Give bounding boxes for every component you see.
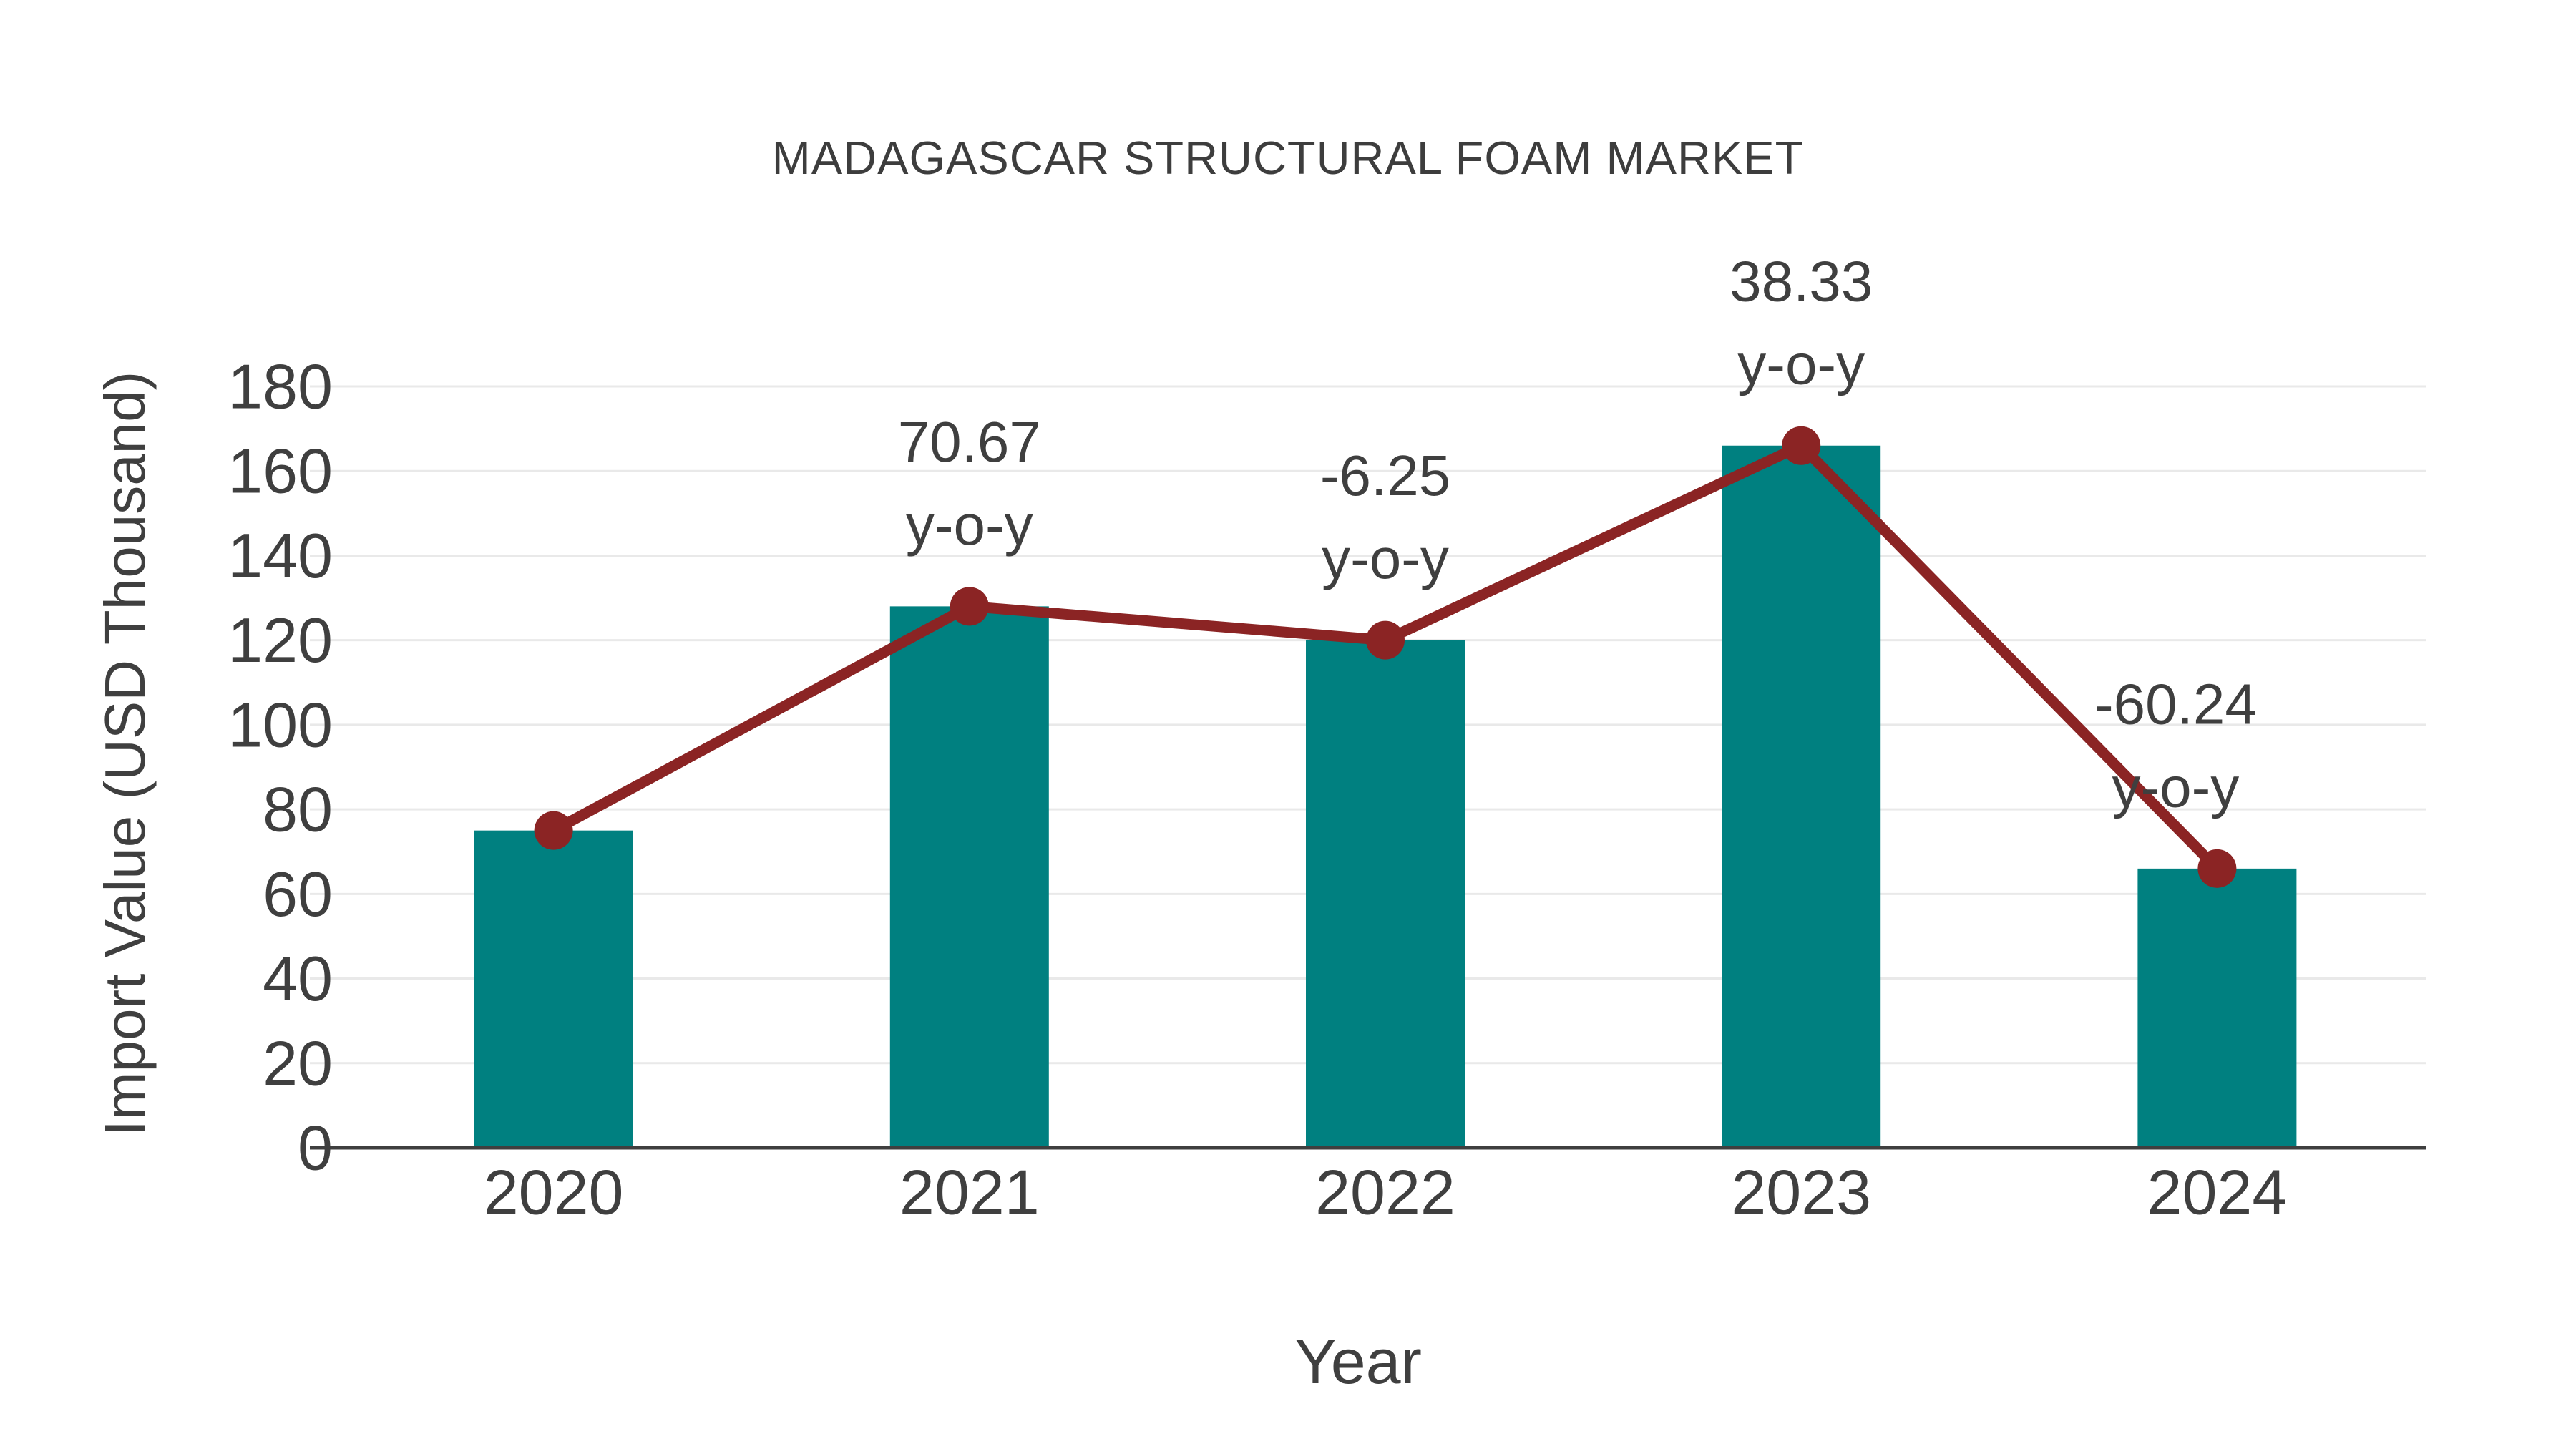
y-tick-label-80: 80: [263, 774, 333, 845]
x-tick-label-2021: 2021: [899, 1157, 1040, 1228]
annotation-label-2022: y-o-y: [1322, 527, 1449, 590]
x-axis-title: Year: [1294, 1326, 1422, 1397]
y-tick-label-180: 180: [228, 351, 333, 422]
annotation-value-2021: 70.67: [898, 410, 1041, 474]
trend-marker-2021: [950, 587, 989, 626]
annotation-value-2024: -60.24: [2094, 672, 2257, 736]
y-tick-label-60: 60: [263, 859, 333, 930]
bar-2024: [2137, 868, 2297, 1148]
y-tick-label-0: 0: [298, 1113, 333, 1184]
bar-2020: [474, 830, 633, 1148]
bar-2022: [1306, 640, 1465, 1148]
x-tick-label-2024: 2024: [2147, 1157, 2288, 1228]
bar-2023: [1722, 445, 1881, 1148]
trend-marker-2024: [2197, 849, 2237, 888]
trend-marker-2023: [1782, 426, 1821, 465]
annotation-label-2021: y-o-y: [906, 493, 1033, 557]
y-tick-label-20: 20: [263, 1028, 333, 1098]
x-tick-label-2020: 2020: [484, 1157, 624, 1228]
trend-marker-2022: [1366, 620, 1405, 660]
bar-2021: [889, 606, 1049, 1148]
x-tick-label-2022: 2022: [1315, 1157, 1455, 1228]
chart-title: MADAGASCAR STRUCTURAL FOAM MARKET: [771, 132, 1805, 184]
annotation-label-2024: y-o-y: [2112, 755, 2240, 819]
annotation-value-2023: 38.33: [1729, 249, 1873, 313]
y-tick-label-100: 100: [228, 689, 333, 760]
y-tick-label-40: 40: [263, 943, 333, 1014]
annotation-label-2023: y-o-y: [1737, 332, 1865, 396]
y-tick-label-140: 140: [228, 520, 333, 591]
annotation-value-2022: -6.25: [1320, 444, 1450, 507]
y-tick-label-120: 120: [228, 605, 333, 675]
trend-marker-2020: [534, 811, 573, 850]
y-tick-label-160: 160: [228, 436, 333, 507]
x-tick-label-2023: 2023: [1731, 1157, 1871, 1228]
